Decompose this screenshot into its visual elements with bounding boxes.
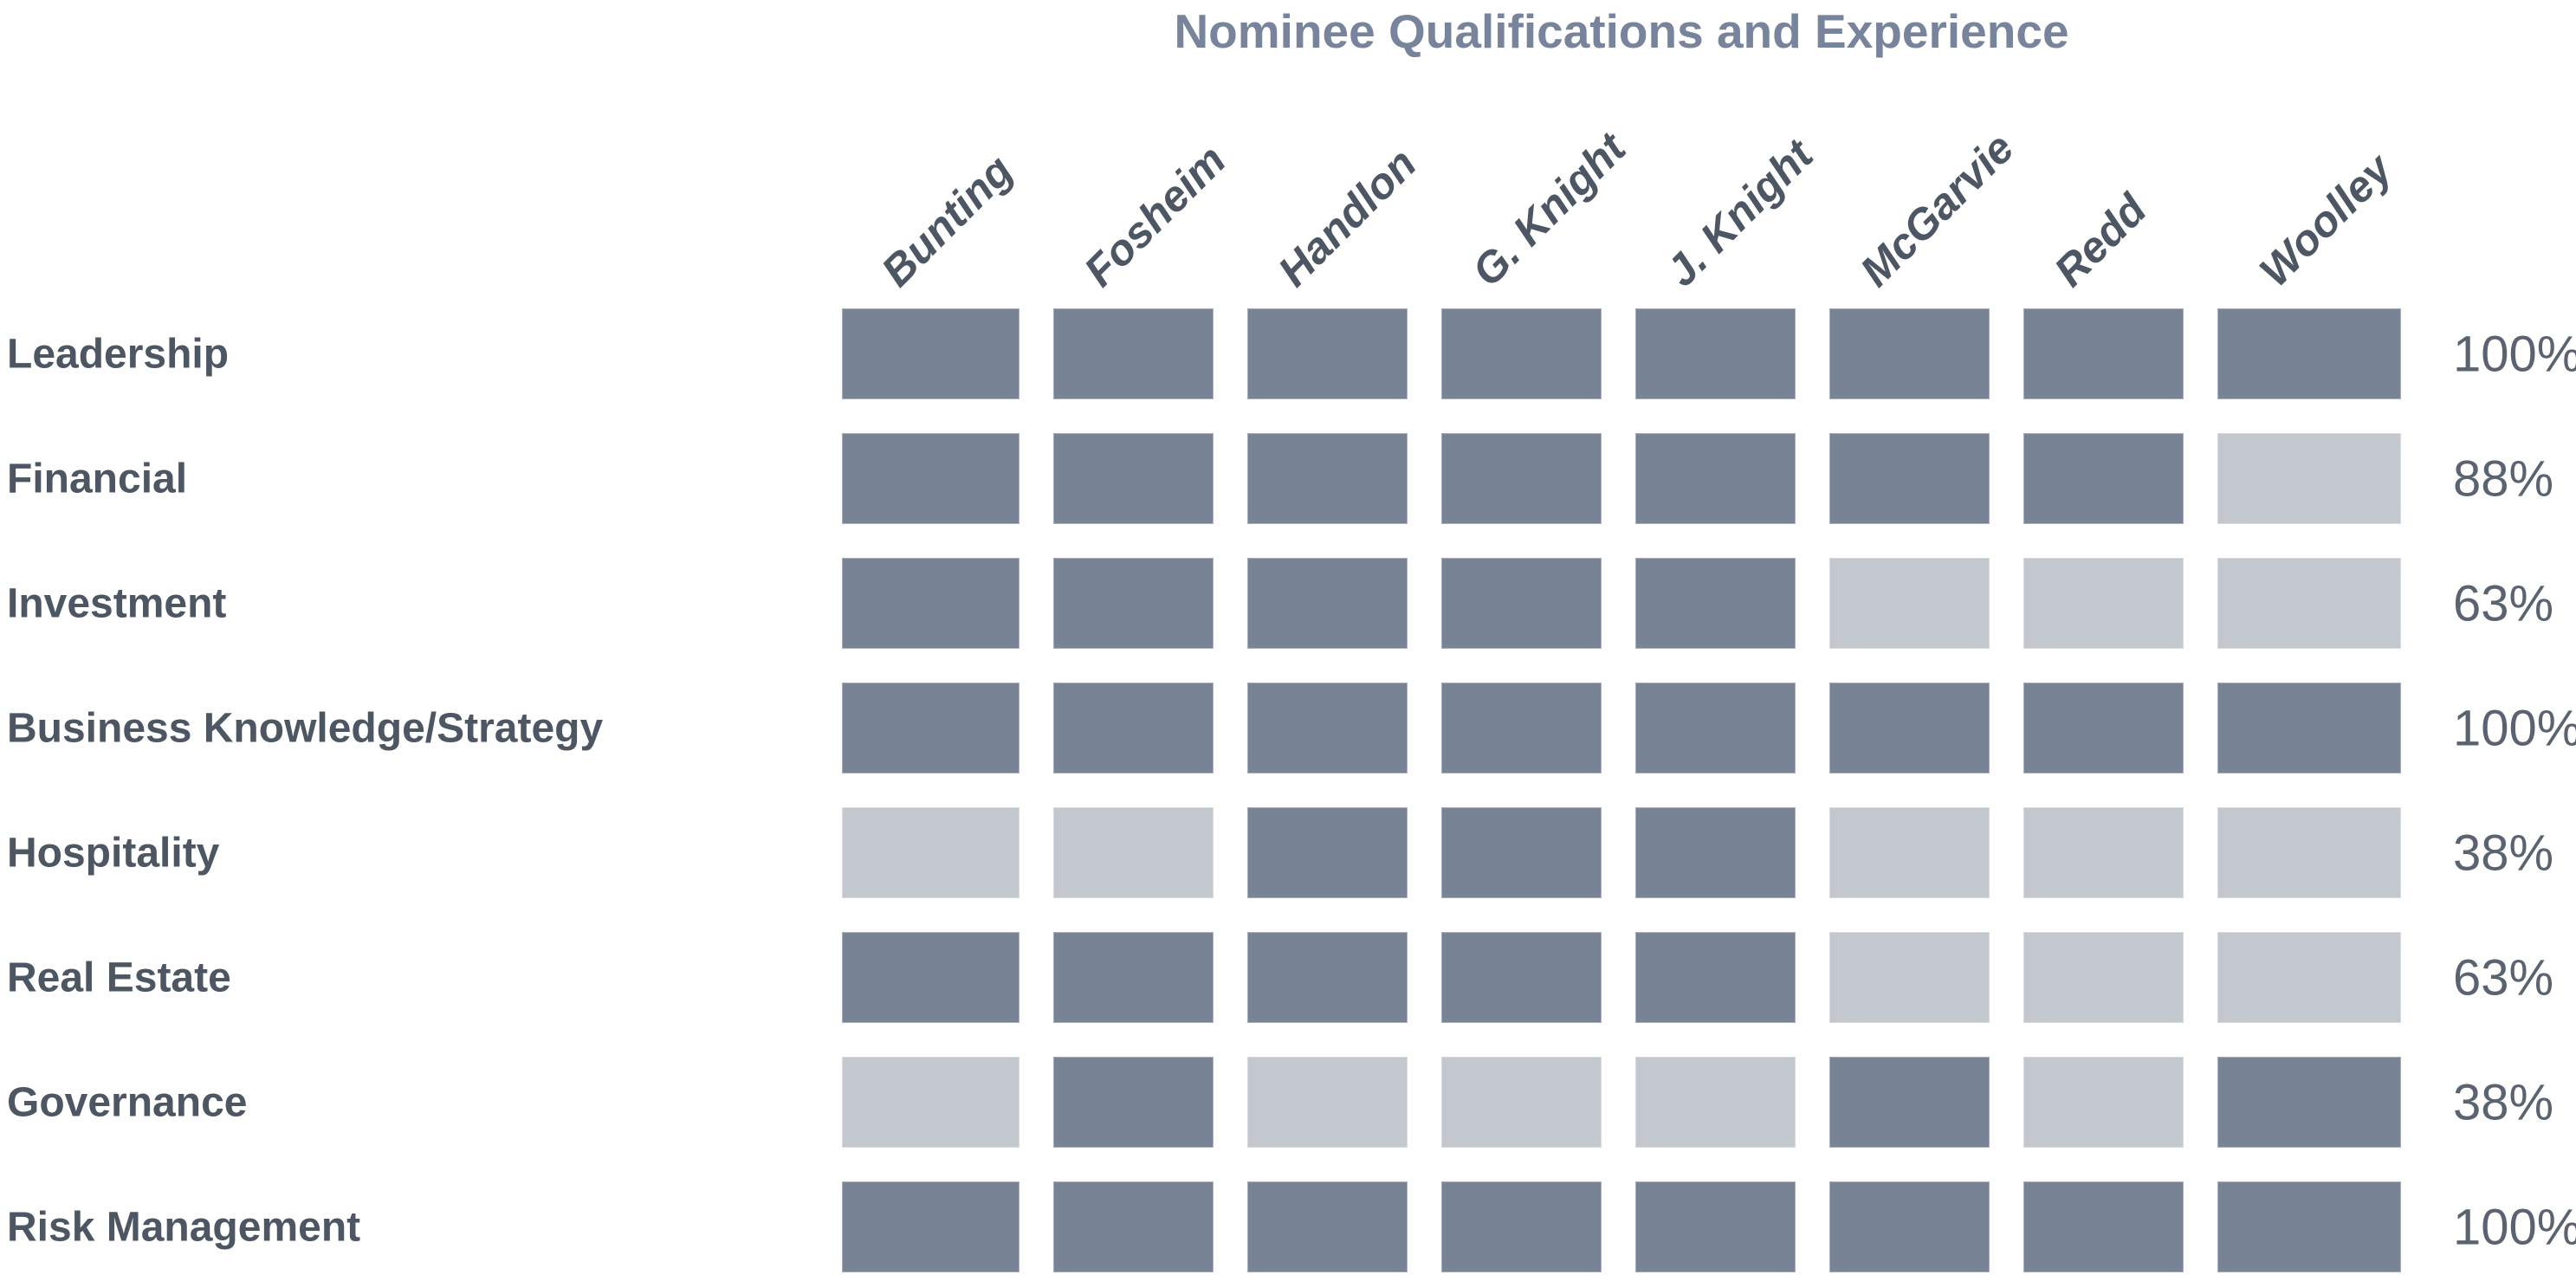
cell-governance-mcgarvie: [1829, 1057, 1990, 1148]
cell-governance-g-knight: [1441, 1057, 1602, 1148]
percent-label-hospitality: 38%: [2453, 825, 2554, 881]
column-header-redd: Redd: [2044, 184, 2156, 296]
cell-real-estate-woolley: [2217, 932, 2401, 1023]
cell-financial-j-knight: [1635, 433, 1796, 524]
cell-business-knowledge-strategy-mcgarvie: [1829, 683, 1990, 773]
cell-real-estate-redd: [2023, 932, 2184, 1023]
cell-risk-management-woolley: [2217, 1181, 2401, 1272]
cell-leadership-j-knight: [1635, 308, 1796, 399]
percent-label-real-estate: 63%: [2453, 949, 2554, 1006]
cell-leadership-bunting: [842, 308, 1019, 399]
cell-governance-fosheim: [1053, 1057, 1214, 1148]
cell-business-knowledge-strategy-j-knight: [1635, 683, 1796, 773]
cell-real-estate-fosheim: [1053, 932, 1214, 1023]
row-label-business-knowledge-strategy: Business Knowledge/Strategy: [7, 705, 604, 751]
cell-investment-bunting: [842, 558, 1019, 649]
cell-risk-management-fosheim: [1053, 1181, 1214, 1272]
cell-investment-redd: [2023, 558, 2184, 649]
cell-hospitality-mcgarvie: [1829, 807, 1990, 898]
cell-risk-management-handlon: [1247, 1181, 1408, 1272]
cell-leadership-mcgarvie: [1829, 308, 1990, 399]
cell-hospitality-fosheim: [1053, 807, 1214, 898]
column-header-fosheim: Fosheim: [1074, 135, 1235, 296]
column-header-j-knight: J. Knight: [1656, 130, 1822, 296]
percent-label-financial: 88%: [2453, 450, 2554, 507]
column-header-handlon: Handlon: [1268, 139, 1426, 296]
cell-governance-bunting: [842, 1057, 1019, 1148]
cell-hospitality-j-knight: [1635, 807, 1796, 898]
column-header-g-knight: G. Knight: [1462, 123, 1634, 296]
percent-label-risk-management: 100%: [2453, 1199, 2576, 1255]
cell-risk-management-bunting: [842, 1181, 1019, 1272]
cell-governance-woolley: [2217, 1057, 2401, 1148]
cell-real-estate-mcgarvie: [1829, 932, 1990, 1023]
cell-financial-mcgarvie: [1829, 433, 1990, 524]
cell-leadership-fosheim: [1053, 308, 1214, 399]
cell-investment-fosheim: [1053, 558, 1214, 649]
cell-investment-g-knight: [1441, 558, 1602, 649]
row-label-leadership: Leadership: [7, 331, 230, 377]
cell-business-knowledge-strategy-redd: [2023, 683, 2184, 773]
cell-leadership-redd: [2023, 308, 2184, 399]
percent-label-governance: 38%: [2453, 1074, 2554, 1130]
cell-real-estate-j-knight: [1635, 932, 1796, 1023]
cell-investment-handlon: [1247, 558, 1408, 649]
cell-real-estate-bunting: [842, 932, 1019, 1023]
column-header-woolley: Woolley: [2249, 144, 2402, 296]
cell-hospitality-woolley: [2217, 807, 2401, 898]
cell-financial-redd: [2023, 433, 2184, 524]
cell-hospitality-handlon: [1247, 807, 1408, 898]
percent-label-business-knowledge-strategy: 100%: [2453, 700, 2576, 756]
cell-hospitality-bunting: [842, 807, 1019, 898]
cell-business-knowledge-strategy-g-knight: [1441, 683, 1602, 773]
cell-financial-g-knight: [1441, 433, 1602, 524]
cell-leadership-g-knight: [1441, 308, 1602, 399]
cell-risk-management-mcgarvie: [1829, 1181, 1990, 1272]
row-label-governance: Governance: [7, 1079, 248, 1125]
cell-real-estate-g-knight: [1441, 932, 1602, 1023]
percent-label-leadership: 100%: [2453, 326, 2576, 382]
chart-title: Nominee Qualifications and Experience: [1174, 4, 2069, 58]
cell-financial-woolley: [2217, 433, 2401, 524]
cell-governance-handlon: [1247, 1057, 1408, 1148]
cell-risk-management-g-knight: [1441, 1181, 1602, 1272]
cell-investment-j-knight: [1635, 558, 1796, 649]
row-label-investment: Investment: [7, 580, 227, 626]
cell-real-estate-handlon: [1247, 932, 1408, 1023]
cell-financial-fosheim: [1053, 433, 1214, 524]
row-label-risk-management: Risk Management: [7, 1204, 361, 1250]
cell-risk-management-j-knight: [1635, 1181, 1796, 1272]
cell-leadership-handlon: [1247, 308, 1408, 399]
cell-governance-j-knight: [1635, 1057, 1796, 1148]
cell-investment-mcgarvie: [1829, 558, 1990, 649]
cell-investment-woolley: [2217, 558, 2401, 649]
percent-label-investment: 63%: [2453, 575, 2554, 631]
cell-governance-redd: [2023, 1057, 2184, 1148]
column-header-mcgarvie: McGarvie: [1850, 123, 2023, 296]
cell-hospitality-g-knight: [1441, 807, 1602, 898]
row-label-real-estate: Real Estate: [7, 955, 231, 1000]
cell-business-knowledge-strategy-woolley: [2217, 683, 2401, 773]
cell-business-knowledge-strategy-fosheim: [1053, 683, 1214, 773]
row-label-financial: Financial: [7, 456, 188, 502]
row-label-hospitality: Hospitality: [7, 830, 220, 876]
cell-leadership-woolley: [2217, 308, 2401, 399]
cell-risk-management-redd: [2023, 1181, 2184, 1272]
cell-financial-handlon: [1247, 433, 1408, 524]
cell-hospitality-redd: [2023, 807, 2184, 898]
cell-business-knowledge-strategy-handlon: [1247, 683, 1408, 773]
column-header-bunting: Bunting: [871, 146, 1022, 296]
cell-financial-bunting: [842, 433, 1019, 524]
cell-business-knowledge-strategy-bunting: [842, 683, 1019, 773]
